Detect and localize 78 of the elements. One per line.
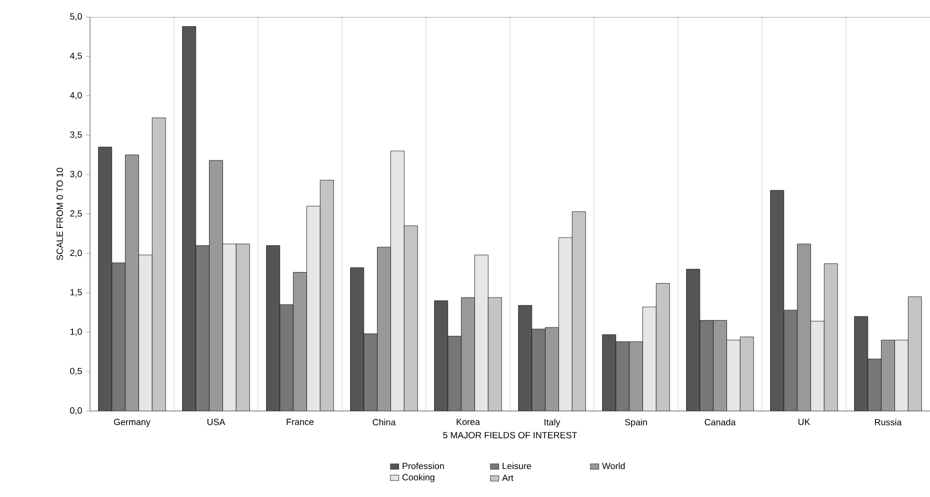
x-tick-label: Italy [544, 418, 560, 428]
x-tick-label: Russia [875, 418, 902, 426]
bar [572, 212, 586, 411]
x-tick-label: Canada [704, 418, 736, 426]
x-tick-label: Spain [624, 418, 647, 428]
bar [404, 226, 418, 411]
bar [138, 254, 152, 411]
y-tick-label: 0,5 [70, 368, 82, 376]
bar [740, 336, 754, 411]
bar [629, 342, 643, 411]
y-tick-label: 4,0 [70, 92, 82, 100]
legend-label: Profession [402, 462, 444, 470]
bar [390, 150, 404, 411]
bar [686, 269, 700, 411]
legend-label: Cooking [402, 474, 434, 482]
bar [461, 298, 475, 411]
bar [797, 244, 811, 411]
bar [377, 247, 391, 411]
bar [908, 296, 922, 411]
y-tick-label: 1,5 [70, 289, 82, 296]
bar [488, 298, 502, 411]
bar [125, 154, 139, 411]
bar [881, 340, 895, 411]
bar [364, 334, 378, 411]
x-tick-label: Germany [114, 418, 150, 427]
bar [98, 147, 112, 411]
bar [642, 306, 656, 411]
y-tick-label: 4,5 [70, 52, 82, 60]
bar [700, 320, 714, 411]
x-tick-label: China [372, 418, 396, 426]
y-tick-label: 1,0 [70, 328, 82, 336]
legend-label: Leisure [502, 462, 532, 470]
bar [280, 304, 294, 411]
bar [656, 283, 670, 411]
bar [784, 310, 798, 411]
bar [152, 118, 166, 411]
bar [616, 342, 630, 411]
bar [182, 26, 196, 411]
bar [196, 246, 210, 411]
bar [518, 305, 532, 411]
bar [824, 264, 838, 411]
bar [112, 262, 126, 411]
bar [350, 268, 364, 411]
x-axis-title: 5 MAJOR FIELDS OF INTEREST [443, 432, 578, 438]
bar [868, 358, 882, 411]
bar [602, 334, 616, 411]
legend-label: World [602, 462, 625, 470]
bar [448, 336, 462, 411]
bar [545, 327, 559, 411]
bar [293, 272, 307, 411]
bar [532, 329, 546, 411]
bar [894, 340, 908, 411]
bar [236, 244, 250, 411]
bar [854, 316, 868, 411]
y-tick-label: 0,0 [70, 407, 82, 415]
y-tick-label: 3,0 [70, 170, 82, 178]
y-axis-title: SCALE FROM 0 TO 10 [56, 168, 63, 260]
bar [726, 340, 740, 411]
bar [222, 244, 236, 411]
x-tick-label: UK [798, 418, 810, 426]
x-tick-label: France [286, 418, 314, 426]
bar [558, 238, 572, 411]
legend-label: Art [502, 474, 514, 481]
y-tick-label: 2,0 [70, 250, 82, 258]
bar [434, 300, 448, 411]
bar [320, 180, 334, 411]
x-tick-label: USA [207, 418, 226, 426]
bar [266, 246, 280, 411]
bar [306, 206, 320, 411]
bar [209, 160, 223, 411]
x-tick-label: Korea [456, 418, 480, 426]
y-tick-label: 5,0 [70, 13, 82, 21]
y-tick-label: 3,5 [70, 131, 82, 139]
bar [474, 254, 488, 411]
y-tick-label: 2,5 [70, 210, 82, 218]
bar [770, 190, 784, 411]
bar [810, 321, 824, 411]
bar [713, 320, 727, 411]
